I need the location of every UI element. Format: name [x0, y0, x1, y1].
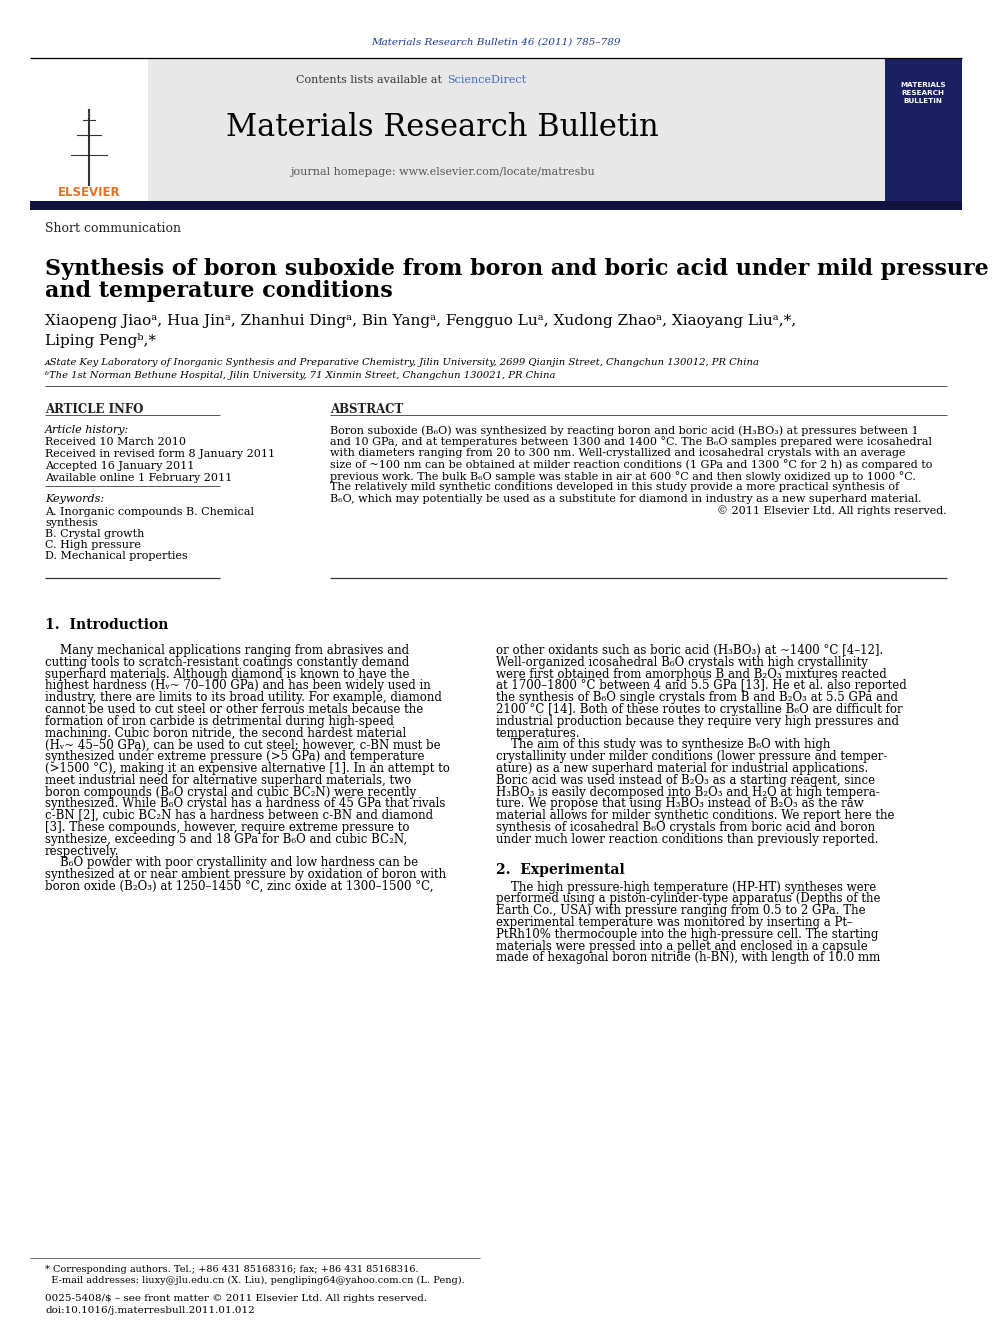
Text: Available online 1 February 2011: Available online 1 February 2011: [45, 474, 232, 483]
Text: cannot be used to cut steel or other ferrous metals because the: cannot be used to cut steel or other fer…: [45, 703, 424, 716]
Text: synthesized under extreme pressure (>5 GPa) and temperature: synthesized under extreme pressure (>5 G…: [45, 750, 425, 763]
Text: The aim of this study was to synthesize B₆O with high: The aim of this study was to synthesize …: [496, 738, 830, 751]
Text: 2100 °C [14]. Both of these routes to crystalline B₆O are difficult for: 2100 °C [14]. Both of these routes to cr…: [496, 703, 903, 716]
Text: PtRh10% thermocouple into the high-pressure cell. The starting: PtRh10% thermocouple into the high-press…: [496, 927, 878, 941]
Text: ScienceDirect: ScienceDirect: [447, 75, 526, 85]
Text: B. Crystal growth: B. Crystal growth: [45, 529, 145, 538]
Text: were first obtained from amorphous B and B₂O₃ mixtures reacted: were first obtained from amorphous B and…: [496, 668, 887, 680]
Text: B₆O, which may potentially be used as a substitute for diamond in industry as a : B₆O, which may potentially be used as a …: [330, 493, 922, 504]
Text: industry, there are limits to its broad utility. For example, diamond: industry, there are limits to its broad …: [45, 691, 441, 704]
Text: Keywords:: Keywords:: [45, 493, 104, 504]
Text: E-mail addresses: liuxy@jlu.edu.cn (X. Liu), pengliping64@yahoo.com.cn (L. Peng): E-mail addresses: liuxy@jlu.edu.cn (X. L…: [45, 1275, 464, 1285]
Text: Materials Research Bulletin 46 (2011) 785–789: Materials Research Bulletin 46 (2011) 78…: [371, 37, 621, 46]
Text: C. High pressure: C. High pressure: [45, 540, 141, 550]
Text: under much lower reaction conditions than previously reported.: under much lower reaction conditions tha…: [496, 832, 879, 845]
Text: ARTICLE INFO: ARTICLE INFO: [45, 404, 144, 415]
Text: Contents lists available at: Contents lists available at: [296, 75, 445, 85]
Text: with diameters ranging from 20 to 300 nm. Well-crystallized and icosahedral crys: with diameters ranging from 20 to 300 nm…: [330, 448, 906, 458]
Text: at 1700–1800 °C between 4 and 5.5 GPa [13]. He et al. also reported: at 1700–1800 °C between 4 and 5.5 GPa [1…: [496, 680, 907, 692]
Text: MATERIALS
RESEARCH
BULLETIN: MATERIALS RESEARCH BULLETIN: [900, 82, 946, 103]
Text: Short communication: Short communication: [45, 221, 181, 234]
Text: Xiaopeng Jiaoᵃ, Hua Jinᵃ, Zhanhui Dingᵃ, Bin Yangᵃ, Fengguo Luᵃ, Xudong Zhaoᵃ, X: Xiaopeng Jiaoᵃ, Hua Jinᵃ, Zhanhui Dingᵃ,…: [45, 314, 797, 328]
Bar: [30, 201, 962, 210]
Text: journal homepage: www.elsevier.com/locate/matresbu: journal homepage: www.elsevier.com/locat…: [290, 167, 594, 177]
Text: performed using a piston-cylinder-type apparatus (Depths of the: performed using a piston-cylinder-type a…: [496, 893, 881, 905]
Text: synthesis: synthesis: [45, 519, 97, 528]
Text: respectively.: respectively.: [45, 844, 119, 857]
Text: The relatively mild synthetic conditions developed in this study provide a more : The relatively mild synthetic conditions…: [330, 483, 899, 492]
Text: the synthesis of B₆O single crystals from B and B₂O₃ at 5.5 GPa and: the synthesis of B₆O single crystals fro…: [496, 691, 898, 704]
Bar: [148, 60, 885, 202]
Text: crystallinity under milder conditions (lower pressure and temper-: crystallinity under milder conditions (l…: [496, 750, 888, 763]
Text: ᴀState Key Laboratory of Inorganic Synthesis and Preparative Chemistry, Jilin Un: ᴀState Key Laboratory of Inorganic Synth…: [45, 359, 760, 366]
Text: (Hᵥ~ 45–50 GPa), can be used to cut steel; however, c-BN must be: (Hᵥ~ 45–50 GPa), can be used to cut stee…: [45, 738, 440, 751]
Text: ture. We propose that using H₃BO₃ instead of B₂O₃ as the raw: ture. We propose that using H₃BO₃ instea…: [496, 798, 864, 811]
Text: or other oxidants such as boric acid (H₃BO₃) at ~1400 °C [4–12].: or other oxidants such as boric acid (H₃…: [496, 644, 883, 658]
Text: boron compounds (B₆O crystal and cubic BC₂N) were recently: boron compounds (B₆O crystal and cubic B…: [45, 786, 417, 799]
Text: Received in revised form 8 January 2011: Received in revised form 8 January 2011: [45, 448, 275, 459]
Text: synthesized at or near ambient pressure by oxidation of boron with: synthesized at or near ambient pressure …: [45, 868, 446, 881]
Bar: [885, 60, 962, 202]
Text: 2.  Experimental: 2. Experimental: [496, 863, 625, 877]
Text: materials were pressed into a pellet and enclosed in a capsule: materials were pressed into a pellet and…: [496, 939, 868, 953]
Text: [3]. These compounds, however, require extreme pressure to: [3]. These compounds, however, require e…: [45, 822, 410, 833]
Text: material allows for milder synthetic conditions. We report here the: material allows for milder synthetic con…: [496, 810, 895, 822]
Text: A. Inorganic compounds B. Chemical: A. Inorganic compounds B. Chemical: [45, 507, 254, 517]
Text: Boric acid was used instead of B₂O₃ as a starting reagent, since: Boric acid was used instead of B₂O₃ as a…: [496, 774, 875, 787]
Text: experimental temperature was monitored by inserting a Pt–: experimental temperature was monitored b…: [496, 916, 853, 929]
Text: D. Mechanical properties: D. Mechanical properties: [45, 550, 187, 561]
Text: and 10 GPa, and at temperatures between 1300 and 1400 °C. The B₆O samples prepar: and 10 GPa, and at temperatures between …: [330, 437, 932, 447]
Text: B₆O powder with poor crystallinity and low hardness can be: B₆O powder with poor crystallinity and l…: [45, 856, 418, 869]
Text: synthesized. While B₆O crystal has a hardness of 45 GPa that rivals: synthesized. While B₆O crystal has a har…: [45, 798, 445, 811]
Text: The high pressure-high temperature (HP-HT) syntheses were: The high pressure-high temperature (HP-H…: [496, 881, 876, 893]
Text: Many mechanical applications ranging from abrasives and: Many mechanical applications ranging fro…: [45, 644, 409, 658]
Text: synthesize, exceeding 5 and 18 GPa for B₆O and cubic BC₂N,: synthesize, exceeding 5 and 18 GPa for B…: [45, 832, 407, 845]
Text: Earth Co., USA) with pressure ranging from 0.5 to 2 GPa. The: Earth Co., USA) with pressure ranging fr…: [496, 904, 866, 917]
Text: machining. Cubic boron nitride, the second hardest material: machining. Cubic boron nitride, the seco…: [45, 726, 407, 740]
Text: synthesis of icosahedral B₆O crystals from boric acid and boron: synthesis of icosahedral B₆O crystals fr…: [496, 822, 875, 833]
Text: ELSEVIER: ELSEVIER: [58, 185, 120, 198]
Text: 1.  Introduction: 1. Introduction: [45, 618, 169, 632]
Text: highest hardness (Hᵥ~ 70–100 GPa) and has been widely used in: highest hardness (Hᵥ~ 70–100 GPa) and ha…: [45, 680, 431, 692]
Text: Liping Pengᵇ,*: Liping Pengᵇ,*: [45, 333, 156, 348]
Text: previous work. The bulk B₆O sample was stable in air at 600 °C and then slowly o: previous work. The bulk B₆O sample was s…: [330, 471, 916, 482]
Text: Synthesis of boron suboxide from boron and boric acid under mild pressure: Synthesis of boron suboxide from boron a…: [45, 258, 989, 280]
Text: Accepted 16 January 2011: Accepted 16 January 2011: [45, 460, 194, 471]
Text: * Corresponding authors. Tel.; +86 431 85168316; fax; +86 431 85168316.: * Corresponding authors. Tel.; +86 431 8…: [45, 1265, 419, 1274]
Text: ature) as a new superhard material for industrial applications.: ature) as a new superhard material for i…: [496, 762, 868, 775]
Text: temperatures.: temperatures.: [496, 726, 580, 740]
Text: Well-organized icosahedral B₆O crystals with high crystallinity: Well-organized icosahedral B₆O crystals …: [496, 656, 868, 669]
Text: Materials Research Bulletin: Materials Research Bulletin: [225, 112, 659, 143]
Text: meet industrial need for alternative superhard materials, two: meet industrial need for alternative sup…: [45, 774, 412, 787]
Text: superhard materials. Although diamond is known to have the: superhard materials. Although diamond is…: [45, 668, 410, 680]
Text: H₃BO₃ is easily decomposed into B₂O₃ and H₂O at high tempera-: H₃BO₃ is easily decomposed into B₂O₃ and…: [496, 786, 880, 799]
Text: Article history:: Article history:: [45, 425, 129, 435]
Text: Received 10 March 2010: Received 10 March 2010: [45, 437, 186, 447]
Text: ⬛: ⬛: [87, 112, 90, 116]
Text: industrial production because they require very high pressures and: industrial production because they requi…: [496, 714, 899, 728]
Text: size of ~100 nm can be obtained at milder reaction conditions (1 GPa and 1300 °C: size of ~100 nm can be obtained at milde…: [330, 459, 932, 471]
Text: (>1500 °C), making it an expensive alternative [1]. In an attempt to: (>1500 °C), making it an expensive alter…: [45, 762, 450, 775]
Text: boron oxide (B₂O₃) at 1250–1450 °C, zinc oxide at 1300–1500 °C,: boron oxide (B₂O₃) at 1250–1450 °C, zinc…: [45, 880, 434, 893]
Text: ABSTRACT: ABSTRACT: [330, 404, 404, 415]
Text: © 2011 Elsevier Ltd. All rights reserved.: © 2011 Elsevier Ltd. All rights reserved…: [717, 505, 947, 516]
Text: c-BN [2], cubic BC₂N has a hardness between c-BN and diamond: c-BN [2], cubic BC₂N has a hardness betw…: [45, 810, 434, 822]
Text: ᵇThe 1st Norman Bethune Hospital, Jilin University, 71 Xinmin Street, Changchun : ᵇThe 1st Norman Bethune Hospital, Jilin …: [45, 370, 556, 380]
Text: 0025-5408/$ – see front matter © 2011 Elsevier Ltd. All rights reserved.: 0025-5408/$ – see front matter © 2011 El…: [45, 1294, 428, 1303]
Text: and temperature conditions: and temperature conditions: [45, 280, 393, 302]
Text: cutting tools to scratch-resistant coatings constantly demand: cutting tools to scratch-resistant coati…: [45, 656, 410, 669]
Bar: [30, 60, 148, 202]
Text: doi:10.1016/j.materresbull.2011.01.012: doi:10.1016/j.materresbull.2011.01.012: [45, 1306, 255, 1315]
Text: made of hexagonal boron nitride (h-BN), with length of 10.0 mm: made of hexagonal boron nitride (h-BN), …: [496, 951, 880, 964]
Text: Boron suboxide (B₆O) was synthesized by reacting boron and boric acid (H₃BO₃) at: Boron suboxide (B₆O) was synthesized by …: [330, 425, 919, 435]
Text: formation of iron carbide is detrimental during high-speed: formation of iron carbide is detrimental…: [45, 714, 394, 728]
